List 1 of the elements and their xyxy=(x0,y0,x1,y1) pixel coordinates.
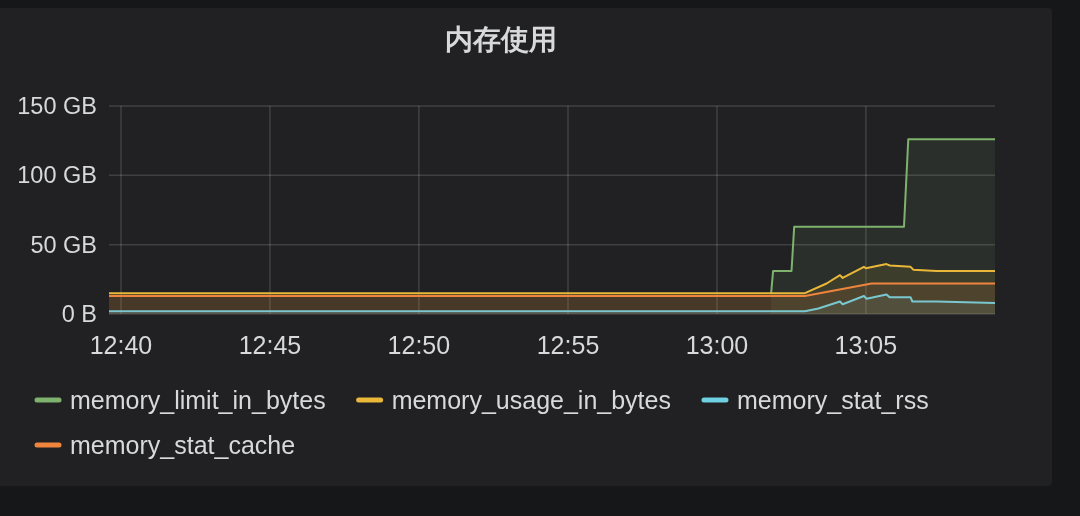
title: 内存使用 xyxy=(445,24,557,55)
